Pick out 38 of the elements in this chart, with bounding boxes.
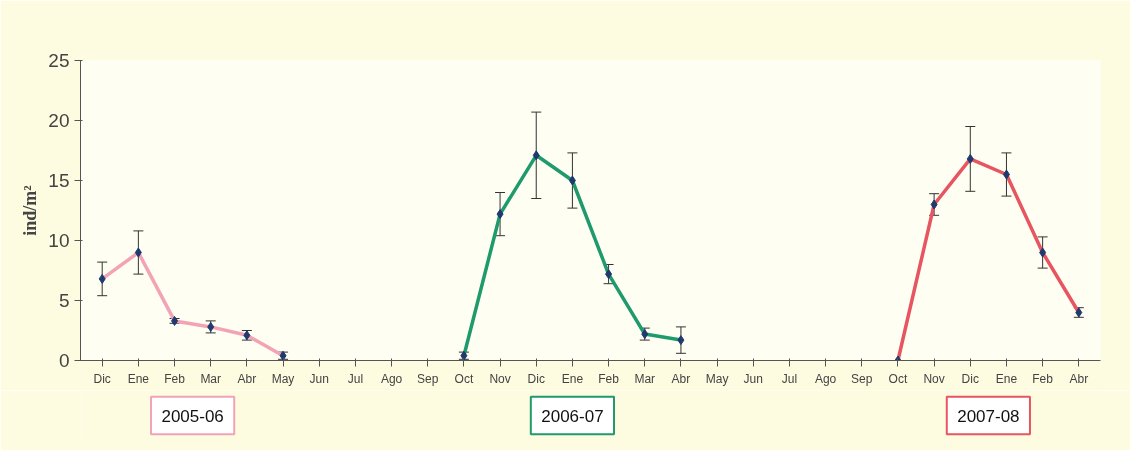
text: 2007-08 [957, 406, 1020, 426]
x-tick-label: Mar [200, 371, 222, 386]
x-tick-label: Mar [634, 371, 656, 386]
y-tick-label: 5 [58, 290, 70, 311]
x-tick-label: Jul [781, 371, 798, 386]
x-tick-label: Sep [851, 371, 873, 386]
x-tick-label: Feb [598, 371, 620, 386]
x-tick-label: Nov [923, 371, 945, 386]
x-tick-label: Ene [127, 371, 150, 386]
x-tick-label: Jun [743, 371, 763, 386]
y-tick-label: 25 [48, 50, 70, 71]
y-tick-label: 0 [58, 350, 70, 371]
text: 2006-07 [541, 406, 604, 426]
x-tick-label: Jun [309, 371, 329, 386]
x-tick-label: May [271, 371, 295, 386]
x-tick-label: Sep [417, 371, 439, 386]
x-tick-label: Dic [527, 371, 545, 386]
x-tick-label: Abr [671, 371, 691, 386]
x-tick-label: Nov [489, 371, 511, 386]
x-tick-label: Oct [888, 371, 908, 386]
x-tick-label: Dic [93, 371, 111, 386]
x-tick-label: Ene [561, 371, 584, 386]
x-tick-label: Feb [164, 371, 186, 386]
x-tick-label: Ago [814, 371, 837, 386]
x-tick-label: Jul [347, 371, 364, 386]
x-tick-label: Ago [380, 371, 403, 386]
y-axis-title: ind/m² [20, 185, 41, 236]
x-tick-label: Oct [454, 371, 474, 386]
y-tick-label: 15 [48, 170, 70, 191]
x-tick-label: Abr [1069, 371, 1089, 386]
x-tick-label: Dic [961, 371, 979, 386]
y-tick-label: 20 [48, 110, 70, 131]
x-tick-label: Feb [1032, 371, 1054, 386]
x-tick-label: May [705, 371, 729, 386]
text: 2005-06 [161, 406, 224, 426]
x-tick-label: Ene [995, 371, 1018, 386]
y-tick-label: 10 [48, 230, 70, 251]
x-tick-label: Abr [237, 371, 257, 386]
